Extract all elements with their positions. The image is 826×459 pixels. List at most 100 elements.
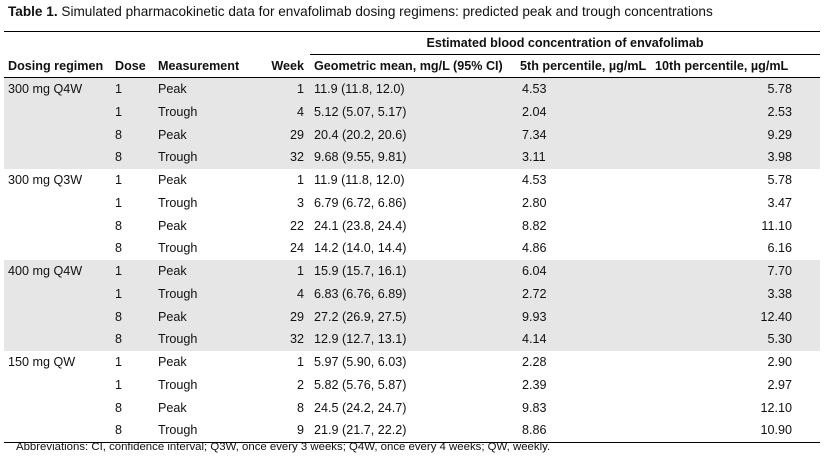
cell-measurement: Trough — [154, 419, 254, 444]
cell-regimen: 400 mg Q4W — [4, 260, 111, 283]
cell-dose: 1 — [111, 77, 154, 101]
cell-week: 3 — [296, 195, 304, 210]
cell-measurement: Peak — [154, 305, 254, 329]
cell-measurement: Peak — [154, 260, 254, 283]
cell-dose: 1 — [115, 377, 123, 392]
cell-geomean: 14.2 (14.0, 14.4) — [314, 241, 407, 256]
table-row: 400 mg Q4W 1 Peak 1 15.9 (15.7, 16.1) 6.04 7.7… — [4, 260, 820, 283]
cell-p10: 7.70 — [651, 260, 820, 283]
cell-regimen — [4, 215, 111, 238]
cell-week: 24 — [289, 241, 304, 256]
group-header-blank — [4, 31, 310, 55]
column-header-regimen: Dosing regimen — [4, 54, 111, 78]
cell-week: 29 — [254, 305, 310, 329]
cell-p10: 5.30 — [651, 328, 820, 351]
regimen-group: 150 mg QW 1 Peak 1 5.97 (5.90, 6.03) 2.28 2.90… — [4, 351, 820, 444]
cell-regimen — [4, 100, 111, 124]
table-row: 8 Peak 8 24.5 (24.2, 24.7) 9.83 12.10 — [4, 397, 820, 420]
cell-p10: 5.78 — [767, 173, 792, 187]
cell-measurement: Trough — [154, 100, 254, 124]
cell-measurement: Peak — [154, 77, 254, 101]
cell-p5: 8.82 — [522, 218, 547, 233]
cell-p10: 2.97 — [767, 377, 792, 392]
cell-regimen — [4, 146, 111, 169]
cell-regimen — [4, 397, 111, 420]
cell-regimen — [4, 374, 111, 397]
cell-measurement: Trough — [158, 241, 198, 256]
table-row: 8 Peak 22 24.1 (23.8, 24.4) 8.82 11.10 — [4, 215, 820, 238]
cell-dose: 8 — [115, 241, 123, 256]
cell-dose: 1 — [115, 355, 123, 369]
cell-measurement: Trough — [158, 377, 198, 392]
column-header-p10: 10th percentile, µg/mL — [651, 54, 820, 78]
cell-geomean: 5.97 (5.90, 6.03) — [314, 355, 407, 369]
cell-geomean: 21.9 (21.7, 22.2) — [310, 419, 516, 444]
cell-dose: 1 — [115, 173, 123, 187]
regimen-group: 300 mg Q3W 1 Peak 1 11.9 (11.8, 12.0) 4.53 5.7… — [4, 169, 820, 260]
cell-p5: 4.53 — [522, 173, 547, 187]
cell-measurement: Trough — [154, 282, 254, 306]
cell-geomean: 6.83 (6.76, 6.89) — [310, 282, 516, 306]
cell-p5: 3.11 — [516, 146, 651, 169]
cell-p10: 11.10 — [761, 218, 792, 233]
table-row: 1 Trough 4 6.83 (6.76, 6.89) 2.72 3.38 — [4, 282, 820, 306]
cell-measurement: Trough — [154, 146, 254, 169]
cell-p10: 5.78 — [651, 77, 820, 101]
table-row: 8 Trough 32 9.68 (9.55, 9.81) 3.11 3.98 — [4, 146, 820, 169]
cell-p5: 7.34 — [516, 123, 651, 147]
cell-regimen — [4, 282, 111, 306]
table-row: 8 Trough 9 21.9 (21.7, 22.2) 8.86 10.90 — [4, 419, 820, 444]
column-header-row: Dosing regimen Dose Measurement Week Geo… — [4, 54, 820, 78]
cell-geomean: 6.79 (6.72, 6.86) — [314, 195, 407, 210]
cell-measurement: Peak — [158, 218, 187, 233]
column-header-measurement: Measurement — [154, 54, 254, 78]
cell-regimen — [4, 328, 111, 351]
table-row: 8 Trough 24 14.2 (14.0, 14.4) 4.86 6.16 — [4, 237, 820, 260]
table-row: 1 Trough 4 5.12 (5.07, 5.17) 2.04 2.53 — [4, 100, 820, 124]
cell-p10: 6.16 — [767, 241, 792, 256]
cell-p5: 2.72 — [516, 282, 651, 306]
table-row: 1 Trough 3 6.79 (6.72, 6.86) 2.80 3.47 — [4, 192, 820, 215]
column-header-p5: 5th percentile, µg/mL — [516, 54, 651, 78]
cell-geomean: 15.9 (15.7, 16.1) — [310, 260, 516, 283]
cell-regimen — [4, 192, 111, 215]
cell-geomean: 9.68 (9.55, 9.81) — [310, 146, 516, 169]
cell-week: 32 — [254, 328, 310, 351]
cell-p10: 2.90 — [767, 355, 792, 369]
cell-p10: 12.40 — [651, 305, 820, 329]
cell-p5: 2.80 — [522, 195, 547, 210]
cell-dose: 8 — [115, 218, 123, 233]
group-header-label: Estimated blood concentration of envafol… — [310, 31, 820, 55]
cell-p10: 3.98 — [651, 146, 820, 169]
cell-regimen: 300 mg Q3W — [8, 173, 83, 187]
cell-dose: 8 — [111, 419, 154, 444]
cell-measurement: Peak — [154, 123, 254, 147]
cell-geomean: 11.9 (11.8, 12.0) — [310, 77, 516, 101]
cell-geomean: 5.12 (5.07, 5.17) — [310, 100, 516, 124]
table-row: 8 Peak 29 20.4 (20.2, 20.6) 7.34 9.29 — [4, 123, 820, 147]
table-footnote: Abbreviations: CI, confidence interval; … — [16, 441, 551, 453]
table-row: 8 Peak 29 27.2 (26.9, 27.5) 9.93 12.40 — [4, 305, 820, 329]
cell-geomean: 27.2 (26.9, 27.5) — [310, 305, 516, 329]
table-caption-text: Simulated pharmacokinetic data for envaf… — [57, 4, 713, 19]
cell-geomean: 20.4 (20.2, 20.6) — [310, 123, 516, 147]
column-header-dose: Dose — [111, 54, 154, 78]
column-header-week: Week — [254, 54, 310, 78]
cell-p5: 2.04 — [516, 100, 651, 124]
cell-week: 9 — [254, 419, 310, 444]
cell-week: 1 — [254, 77, 310, 101]
cell-week: 2 — [296, 377, 304, 392]
group-header-row: Estimated blood concentration of envafol… — [4, 31, 820, 55]
cell-week: 4 — [254, 282, 310, 306]
cell-dose: 1 — [111, 260, 154, 283]
cell-geomean: 5.82 (5.76, 5.87) — [314, 377, 407, 392]
cell-p10: 2.53 — [651, 100, 820, 124]
cell-regimen — [4, 237, 111, 260]
cell-p10: 3.38 — [651, 282, 820, 306]
cell-week: 32 — [254, 146, 310, 169]
cell-dose: 8 — [111, 305, 154, 329]
cell-regimen: 150 mg QW — [8, 355, 76, 369]
cell-p5: 4.14 — [516, 328, 651, 351]
cell-week: 22 — [289, 218, 304, 233]
table-row: 300 mg Q4W 1 Peak 1 11.9 (11.8, 12.0) 4.53 5.7… — [4, 77, 820, 101]
